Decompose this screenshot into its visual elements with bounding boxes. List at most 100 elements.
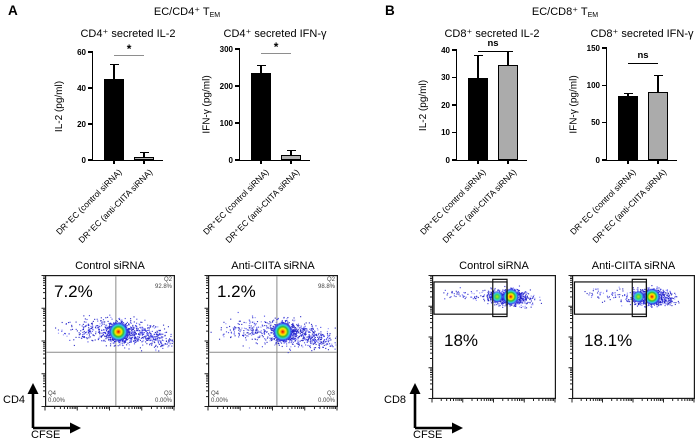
quadrant-label: Q4 0.00% (48, 391, 65, 405)
quadrant-label-line: 98.8% (317, 284, 335, 290)
quadrant-label-line: Q4 (211, 391, 220, 397)
error-bar-cap (653, 74, 663, 77)
y-tick-label: 0 (445, 155, 450, 165)
y-tick-label: 30 (441, 73, 450, 82)
x-tick (143, 161, 145, 165)
y-tick (235, 122, 240, 124)
flow-title-control-sirna-a: Control siRNA (75, 260, 145, 272)
y-tick-label: 100 (219, 118, 233, 128)
flow-plot-a-anti-ciita: 1.2% Q2 98.8% Q4 0.00% Q3 0.00% (208, 275, 338, 407)
error-bar-cap (139, 152, 149, 154)
error-bar-cap (286, 150, 296, 152)
quadrant-label-line: 0.00% (48, 398, 66, 404)
bar (281, 155, 302, 160)
y-tick (602, 47, 607, 49)
significance-line (261, 53, 292, 55)
y-tick (602, 84, 607, 87)
y-tick-label: 0 (81, 155, 86, 165)
quadrant-label: Q2 92.8% (155, 277, 172, 291)
quadrant-label-line: Q3 (163, 391, 172, 397)
bar (104, 79, 124, 160)
y-tick-label: 20 (441, 100, 450, 110)
error-bar-cap (503, 50, 513, 53)
y-tick-label: 10 (441, 128, 450, 137)
panel-a-header-text: EC/CD4⁺ T (153, 6, 210, 18)
gate-percentage: 18.1% (584, 331, 633, 350)
error-bar-stem (260, 65, 262, 76)
bar (468, 77, 488, 160)
flow-scatter-canvas (200, 275, 338, 415)
error-bar-stem (657, 75, 659, 95)
bar (251, 73, 271, 160)
y-tick (88, 159, 93, 161)
quadrant-label-line: 0.00% (154, 398, 172, 404)
x-axis (238, 160, 310, 162)
quadrant-label: Q4 0.00% (211, 391, 228, 405)
y-axis-title-box: IL-2 (pg/ml) (53, 52, 67, 160)
quadrant-label-line: Q2 (163, 277, 172, 283)
gate-percentage: 1.2% (217, 282, 256, 301)
x-tick (477, 161, 479, 165)
y-tick-label: 150 (586, 43, 600, 53)
y-tick-label: 0 (595, 155, 600, 165)
significance-line (628, 63, 659, 65)
y-tick (88, 51, 93, 53)
quadrant-label: Q3 0.00% (318, 391, 335, 405)
x-axis (91, 160, 163, 162)
panel-a-label: A (8, 3, 18, 18)
y-axis-title-box: IFN-γ (pg/ml) (567, 48, 581, 160)
flow-scatter-canvas (37, 275, 175, 415)
y-tick-label: 200 (219, 81, 233, 91)
panel-b-header: EC/CD8⁺ TEM (485, 5, 645, 19)
error-bar-stem (113, 64, 115, 81)
panel-a-header: EC/CD4⁺ TEM (107, 5, 267, 19)
y-tick (88, 87, 93, 89)
x-tick (657, 161, 659, 165)
flow-plot-b-anti-ciita: 18.1% (572, 275, 695, 399)
y-tick-label: 0 (228, 155, 233, 165)
quadrant-label: Q3 0.00% (155, 391, 172, 405)
gate-percentage: 7.2% (54, 282, 93, 301)
panel-a-header-subscript: EM (209, 12, 221, 19)
y-tick-label: 40 (441, 45, 450, 55)
error-bar-stem (143, 152, 145, 160)
y-tick (452, 131, 457, 134)
significance-label: * (273, 40, 279, 54)
significance-label: ns (487, 38, 499, 49)
y-tick (452, 49, 457, 51)
x-axis (605, 160, 677, 162)
quadrant-label-line: 0.00% (317, 398, 335, 404)
x-tick (260, 161, 262, 165)
y-tick (452, 159, 457, 161)
x-tick (507, 161, 509, 165)
significance-line (478, 51, 509, 53)
significance-label: * (126, 42, 132, 56)
bar (648, 92, 669, 160)
flow-title-anti-ciita-sirna-a: Anti-CIITA siRNA (231, 260, 315, 272)
flow-title-anti-ciita-sirna-b: Anti-CIITA siRNA (591, 260, 676, 272)
y-tick-label: 100 (586, 80, 600, 90)
y-tick-label: 60 (77, 47, 86, 57)
flow-title-control-sirna-b: Control siRNA (459, 260, 529, 272)
flow-y-axis-label-a: CD4 (3, 394, 26, 406)
y-tick-label: 40 (77, 83, 86, 93)
y-tick (602, 121, 607, 124)
flow-axis-arrows-a (27, 383, 81, 434)
y-axis (238, 48, 240, 161)
y-axis-title-box: IFN-γ (pg/ml) (200, 49, 214, 160)
y-tick (452, 76, 457, 79)
flow-axis-arrows-b (409, 383, 463, 434)
y-tick-label: 20 (77, 119, 86, 129)
error-bar-cap (256, 64, 266, 67)
flow-x-axis-label-b: CFSE (413, 429, 443, 441)
error-bar-cap (109, 63, 119, 66)
y-axis (605, 47, 607, 161)
y-axis (91, 51, 93, 161)
error-bar-stem (507, 51, 509, 68)
bar (134, 157, 155, 160)
y-tick (235, 159, 240, 161)
y-tick (235, 48, 240, 50)
y-tick (235, 85, 240, 87)
y-tick (452, 104, 457, 106)
x-tick (290, 161, 292, 165)
